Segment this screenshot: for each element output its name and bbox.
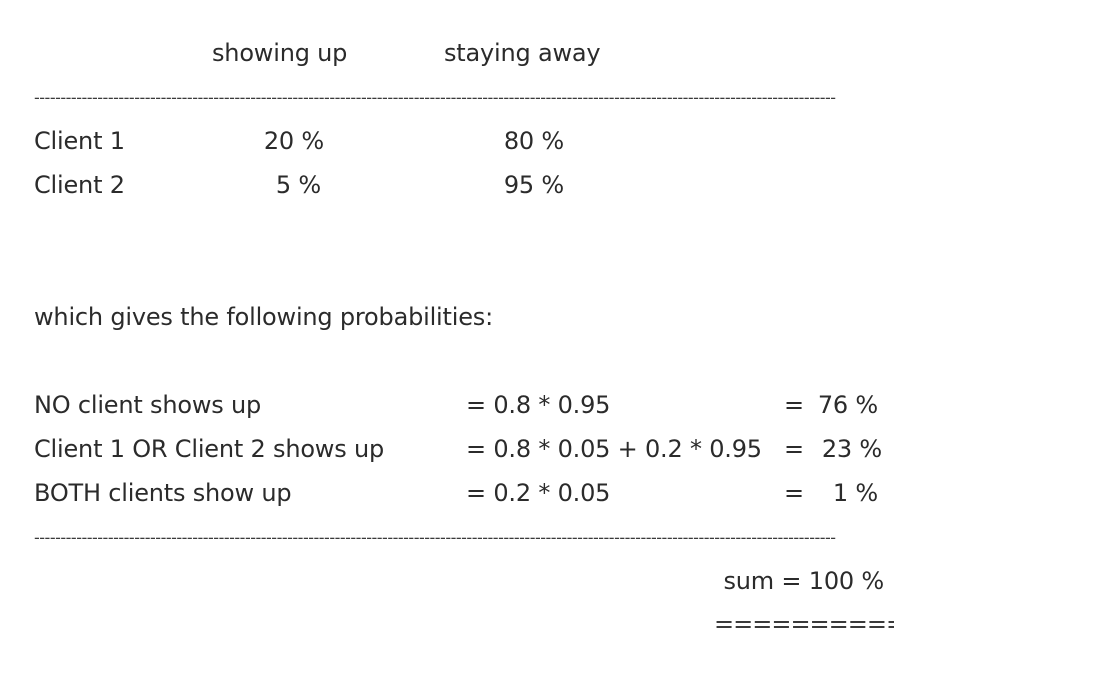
sum-double-underline: ============ [714, 612, 894, 636]
outcome-formula: = 0.8 * 0.95 [466, 391, 611, 419]
outcome-label: BOTH clients show up [34, 479, 292, 507]
intro-text: which gives the following probabilities: [34, 303, 493, 331]
outcome-equals: = [784, 391, 804, 419]
column-header-staying-away: staying away [444, 39, 601, 67]
client-name: Client 1 [34, 127, 125, 155]
outcome-result: 76 % [817, 391, 878, 419]
client-staying-percent: 80 % [503, 127, 564, 155]
outcome-result: 23 % [821, 435, 882, 463]
client-showing-percent: 20 % [263, 127, 324, 155]
outcome-result: 1 % [832, 479, 878, 507]
outcome-label: NO client shows up [34, 391, 262, 419]
separator-bottom: ----------------------------------------… [34, 530, 836, 546]
outcome-equals: = [784, 479, 804, 507]
column-header-showing-up: showing up [212, 39, 348, 67]
client-showing-percent: 5 % [275, 171, 321, 199]
outcome-formula: = 0.8 * 0.05 + 0.2 * 0.95 [466, 435, 762, 463]
sum-total: sum = 100 % [723, 567, 884, 595]
client-name: Client 2 [34, 171, 125, 199]
outcome-label: Client 1 OR Client 2 shows up [34, 435, 385, 463]
outcome-formula: = 0.2 * 0.05 [466, 479, 611, 507]
client-staying-percent: 95 % [503, 171, 564, 199]
separator-top: ----------------------------------------… [34, 90, 836, 106]
outcome-equals: = [784, 435, 804, 463]
